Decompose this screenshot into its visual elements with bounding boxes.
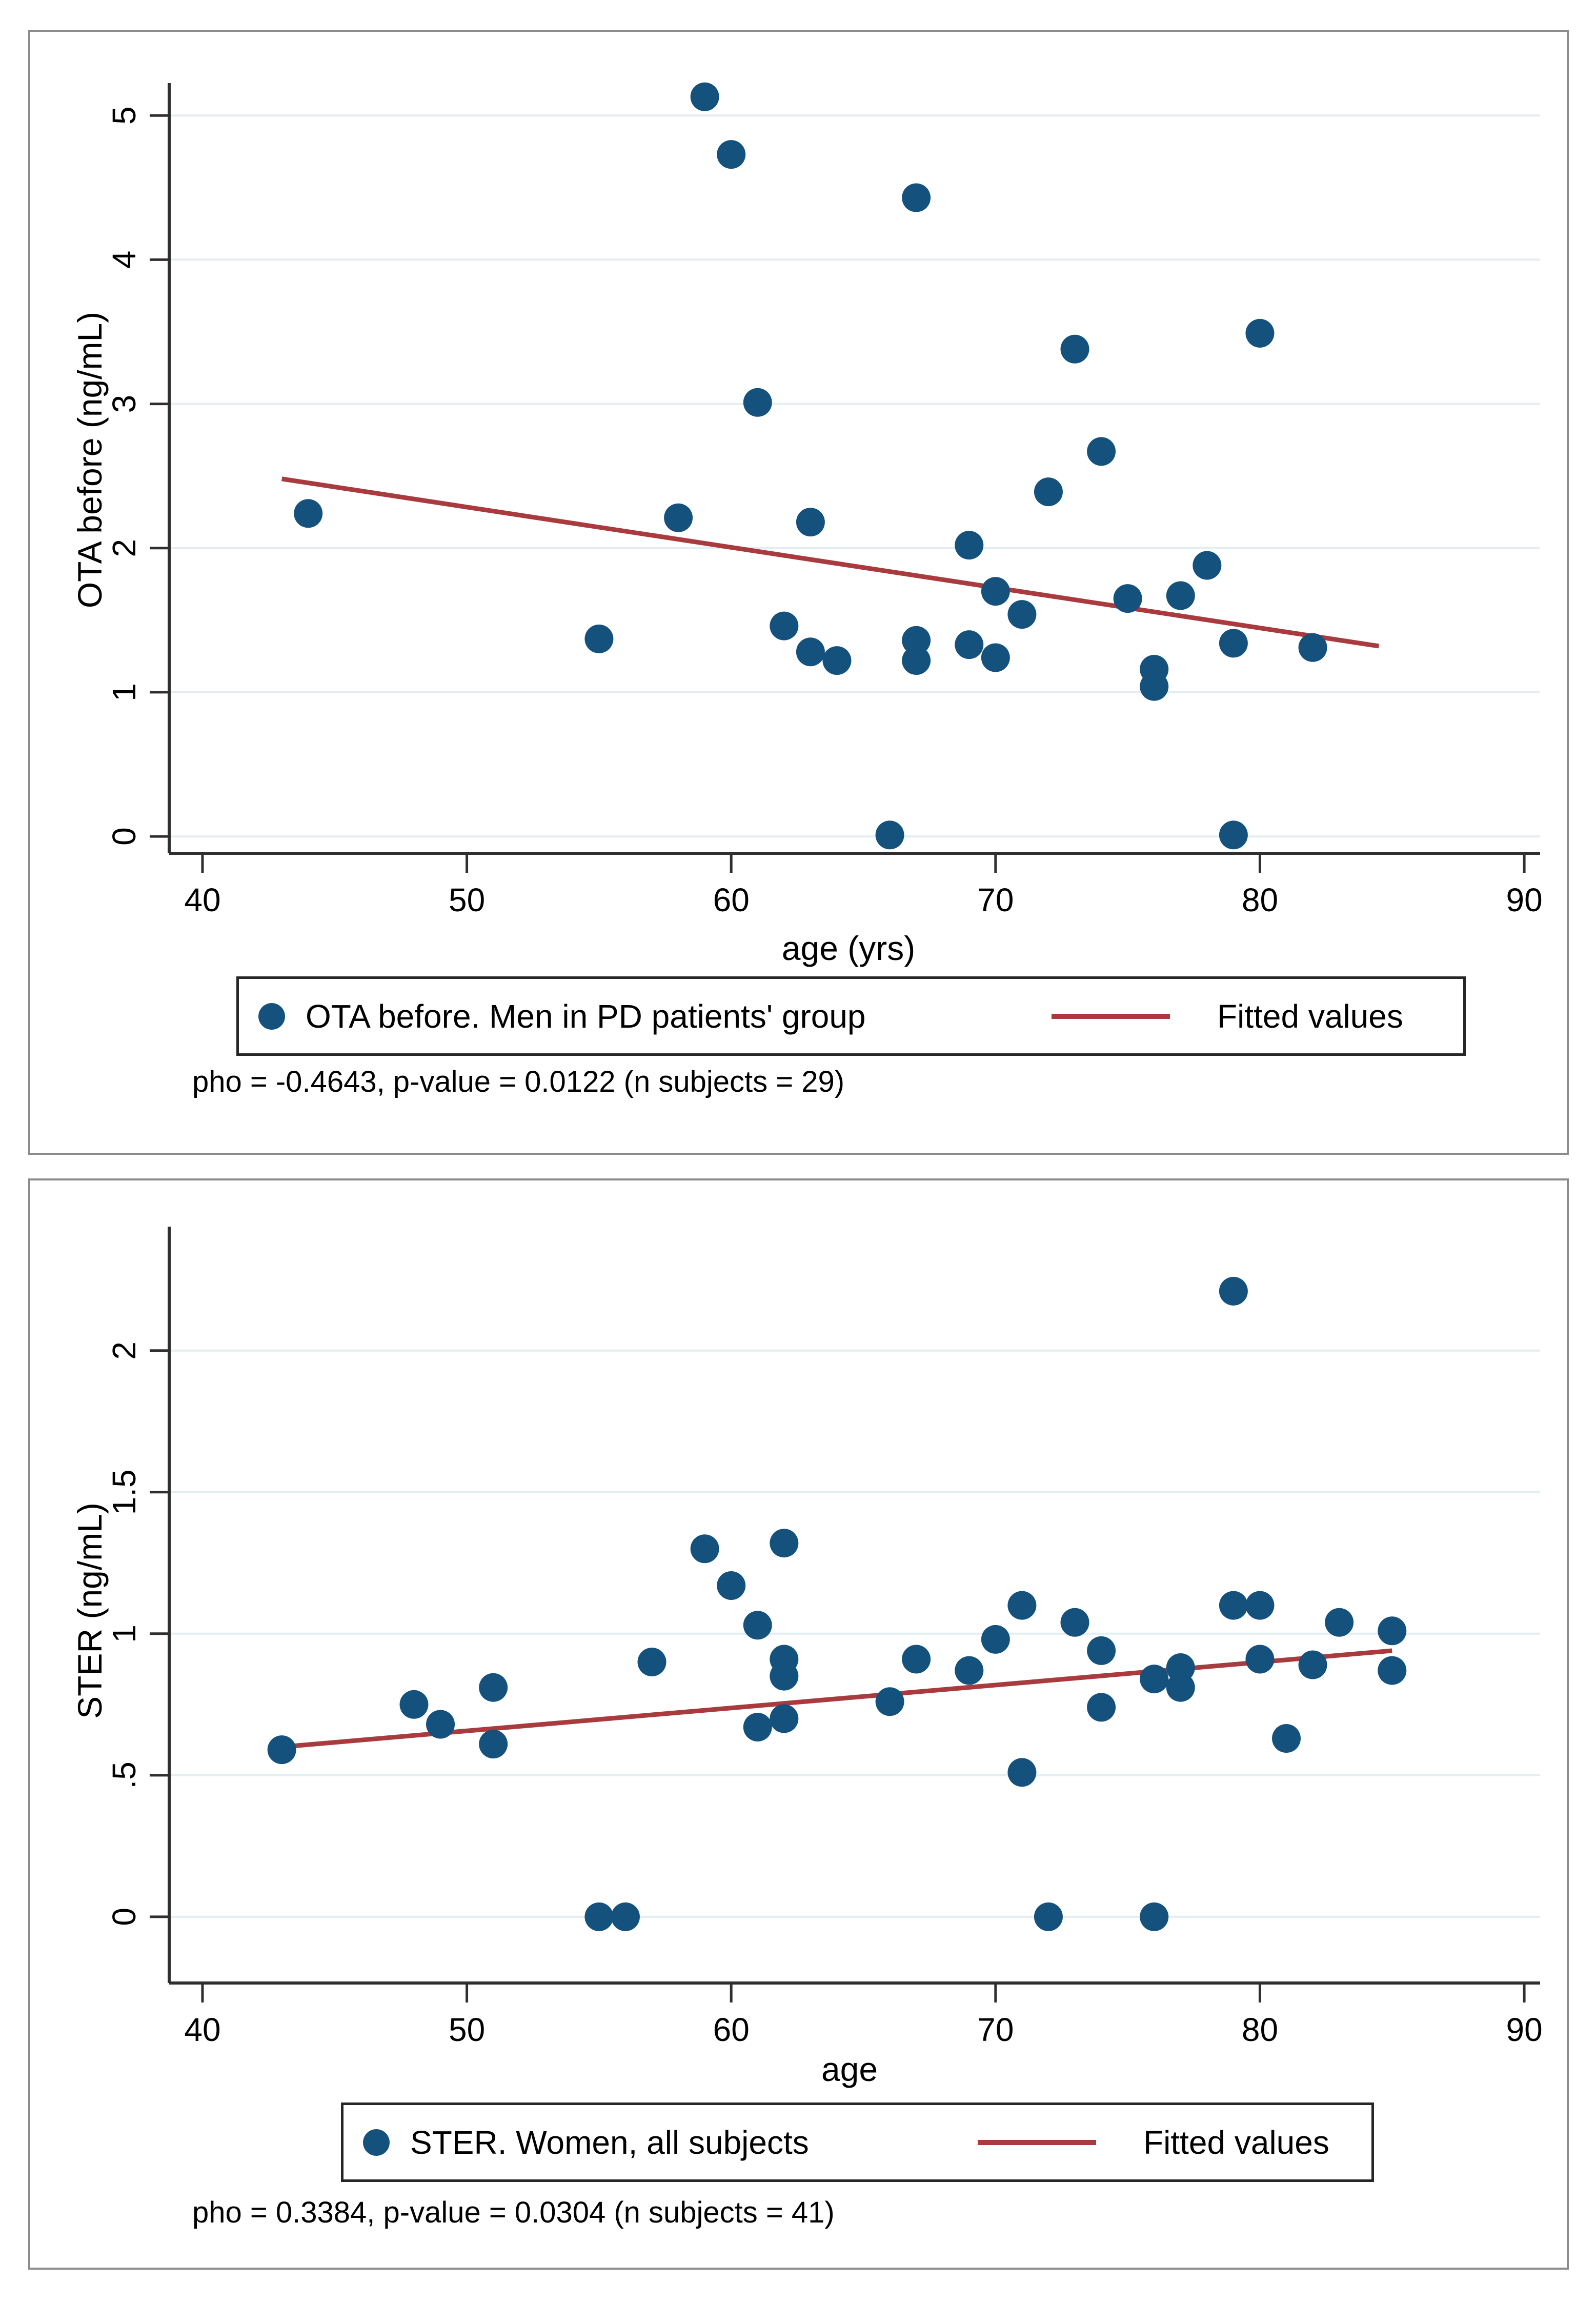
legend: OTA before. Men in PD patients' group Fi… (236, 976, 1466, 1056)
ota-scatter-plot-canvas: 40 50 60 70 80 90 0 1 2 3 4 5 (106, 82, 1543, 918)
svg-text:70: 70 (977, 882, 1014, 918)
svg-text:90: 90 (1506, 2011, 1542, 2048)
svg-text:5: 5 (106, 106, 143, 125)
legend-fitted-label: Fitted values (1217, 997, 1403, 1035)
svg-text:50: 50 (449, 882, 485, 918)
svg-text:40: 40 (184, 882, 220, 918)
fitted-line-icon (978, 2139, 1096, 2145)
chart-panel-ota-before: 40 50 60 70 80 90 0 1 2 3 4 5 OTA before (ng/mL) ag… (28, 30, 1569, 1155)
svg-text:.5: .5 (106, 1761, 143, 1789)
y-axis-title: OTA before (ng/mL) (71, 311, 109, 609)
legend-series-label: OTA before. Men in PD patients' group (306, 997, 866, 1035)
x-axis-title: age (yrs) (781, 929, 916, 967)
stats-note: pho = -0.4643, p-value = 0.0122 (n subje… (192, 1065, 845, 1098)
svg-text:1: 1 (106, 1625, 143, 1643)
svg-text:90: 90 (1506, 882, 1542, 918)
legend-series-label: STER. Women, all subjects (410, 2124, 809, 2161)
ster-scatter-plot-canvas: 40 50 60 70 80 90 0 .5 1 1.5 2 (106, 1227, 1543, 2048)
legend: STER. Women, all subjects Fitted values (341, 2102, 1374, 2182)
svg-text:1: 1 (106, 683, 143, 702)
svg-text:1.5: 1.5 (106, 1469, 143, 1515)
svg-text:2: 2 (106, 539, 143, 557)
legend-fitted-label: Fitted values (1143, 2124, 1329, 2161)
scatter-marker-icon (363, 2129, 390, 2156)
svg-text:0: 0 (106, 827, 143, 846)
fitted-line-icon (1052, 1013, 1170, 1019)
svg-text:60: 60 (713, 2011, 750, 2048)
svg-text:80: 80 (1242, 882, 1278, 918)
svg-text:60: 60 (713, 882, 750, 918)
stats-note: pho = 0.3384, p-value = 0.0304 (n subjec… (192, 2196, 835, 2229)
svg-text:50: 50 (449, 2011, 485, 2048)
chart-panel-ster: 40 50 60 70 80 90 0 .5 1 1.5 2 STER (ng/mL) age ST… (28, 1178, 1569, 2270)
svg-text:40: 40 (184, 2011, 220, 2048)
y-axis-title: STER (ng/mL) (71, 1503, 109, 1719)
svg-text:2: 2 (106, 1341, 143, 1360)
x-axis-title: age (821, 2050, 878, 2088)
svg-text:4: 4 (106, 251, 143, 269)
svg-text:3: 3 (106, 395, 143, 413)
svg-text:70: 70 (977, 2011, 1014, 2048)
svg-text:80: 80 (1242, 2011, 1278, 2048)
scatter-marker-icon (258, 1003, 285, 1030)
svg-text:0: 0 (106, 1908, 143, 1926)
